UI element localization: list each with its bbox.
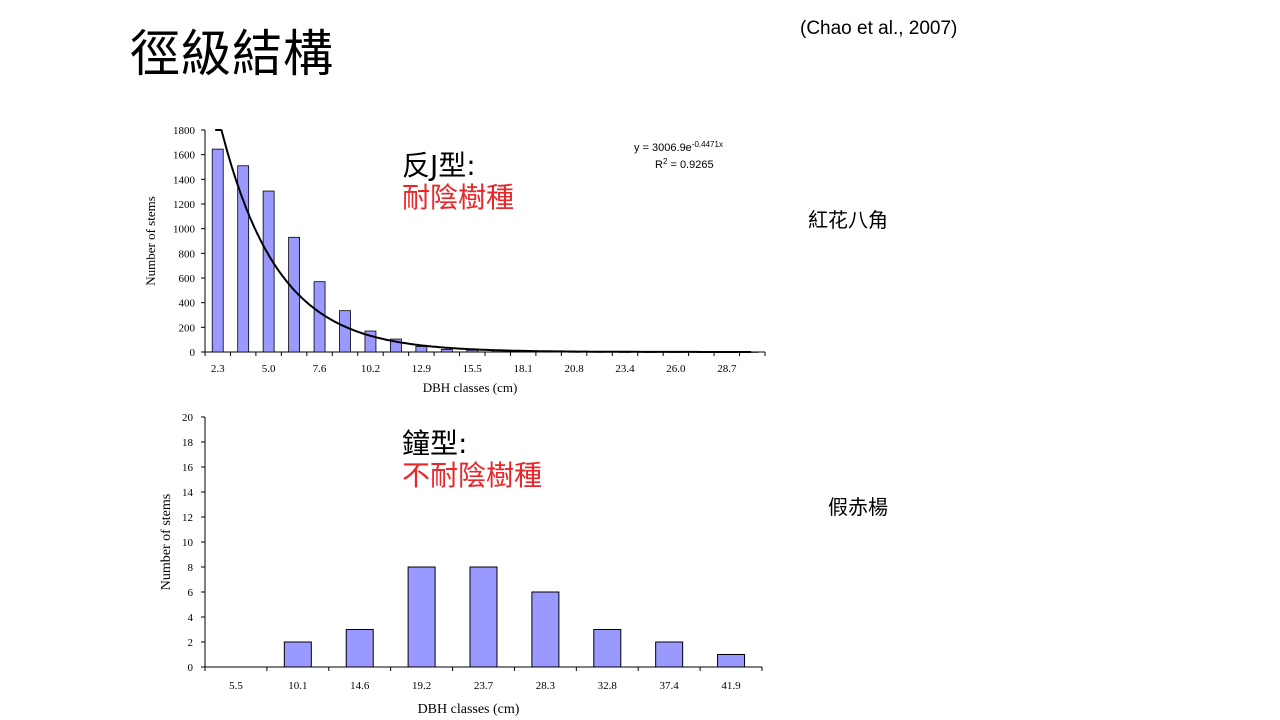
citation: (Chao et al., 2007) bbox=[800, 18, 958, 39]
y-tick-label: 12 bbox=[182, 512, 193, 524]
y-tick-label: 1200 bbox=[173, 199, 196, 211]
x-tick-label: 10.2 bbox=[361, 363, 380, 375]
bar bbox=[531, 591, 560, 668]
x-tick-label: 18.1 bbox=[514, 363, 533, 375]
shape-type-label: 鐘型: bbox=[402, 427, 468, 460]
bar bbox=[211, 148, 224, 353]
x-tick-label: 14.6 bbox=[350, 680, 370, 692]
y-tick-label: 10 bbox=[182, 537, 194, 549]
trendline-equation: y = 3006.9e-0.4471x bbox=[634, 140, 723, 154]
shape-type-label: 反J型: bbox=[402, 149, 476, 182]
y-tick-label: 6 bbox=[188, 587, 194, 599]
x-tick-label: 23.7 bbox=[474, 680, 494, 692]
x-tick-label: 19.2 bbox=[412, 680, 431, 692]
x-tick-label: 5.0 bbox=[262, 363, 276, 375]
y-tick-label: 800 bbox=[179, 248, 196, 260]
bar bbox=[313, 281, 326, 353]
y-tick-label: 200 bbox=[179, 322, 196, 334]
x-tick-label: 23.4 bbox=[615, 363, 635, 375]
x-axis-label: DBH classes (cm) bbox=[418, 702, 520, 717]
bar bbox=[655, 641, 684, 668]
tolerance-label: 耐陰樹種 bbox=[402, 181, 515, 215]
bar bbox=[339, 310, 351, 353]
bar bbox=[262, 190, 275, 353]
bar bbox=[407, 566, 436, 668]
shape-annotation-bottom: 鐘型: 不耐陰樹種 bbox=[402, 427, 543, 493]
y-tick-label: 2 bbox=[188, 637, 194, 649]
y-tick-label: 400 bbox=[179, 298, 196, 310]
x-tick-label: 26.0 bbox=[666, 363, 686, 375]
y-tick-label: 600 bbox=[179, 273, 196, 285]
y-tick-label: 14 bbox=[182, 487, 194, 499]
y-tick-label: 8 bbox=[188, 562, 194, 574]
y-axis-label: Number of stems bbox=[159, 494, 174, 590]
x-tick-label: 32.8 bbox=[598, 680, 618, 692]
bar bbox=[283, 641, 312, 668]
x-tick-label: 10.1 bbox=[288, 680, 307, 692]
x-tick-label: 37.4 bbox=[660, 680, 680, 692]
x-tick-label: 2.3 bbox=[211, 363, 225, 375]
bar bbox=[390, 338, 402, 353]
r-squared: R2 = 0.9265 bbox=[655, 157, 714, 171]
bar bbox=[364, 330, 377, 353]
y-tick-label: 1800 bbox=[173, 125, 196, 137]
species-label-bottom: 假赤楊 bbox=[828, 495, 888, 519]
bar bbox=[717, 654, 746, 668]
y-axis-label: Number of stems bbox=[143, 196, 158, 286]
bar bbox=[345, 629, 374, 668]
y-tick-label: 4 bbox=[188, 612, 194, 624]
y-tick-label: 1000 bbox=[173, 224, 196, 236]
y-tick-label: 20 bbox=[182, 412, 194, 424]
x-tick-label: 28.3 bbox=[536, 680, 556, 692]
y-tick-label: 16 bbox=[182, 462, 194, 474]
chart-bottom: 0 2 4 6 8 10 12 14 16 18 20 5.5 10.1 14.6 19.2 23.7 28.3… bbox=[159, 412, 763, 717]
shape-annotation-top: 反J型: 耐陰樹種 bbox=[402, 149, 515, 215]
y-tick-label: 0 bbox=[190, 347, 196, 359]
x-tick-label: 7.6 bbox=[313, 363, 327, 375]
x-axis-label: DBH classes (cm) bbox=[423, 380, 518, 395]
x-tick-label: 15.5 bbox=[463, 363, 483, 375]
slide-title: 徑級結構 bbox=[130, 25, 334, 83]
tolerance-label: 不耐陰樹種 bbox=[402, 459, 543, 493]
bar bbox=[237, 165, 250, 353]
y-tick-label: 0 bbox=[188, 662, 194, 674]
x-tick-label: 28.7 bbox=[717, 363, 737, 375]
x-tick-label: 5.5 bbox=[229, 680, 243, 692]
bar bbox=[415, 346, 428, 353]
bar bbox=[469, 566, 498, 668]
x-tick-label: 12.9 bbox=[412, 363, 432, 375]
y-tick-label: 18 bbox=[182, 437, 194, 449]
trendline bbox=[215, 129, 751, 353]
bar bbox=[440, 349, 453, 353]
chart-top: 0 200 400 600 800 1000 1200 1400 1600 1800 2.3 5.0 7… bbox=[143, 125, 766, 395]
species-label-top: 紅花八角 bbox=[808, 208, 888, 232]
bar bbox=[593, 629, 622, 668]
y-tick-label: 1600 bbox=[173, 150, 196, 162]
x-tick-label: 20.8 bbox=[564, 363, 584, 375]
y-tick-label: 1400 bbox=[173, 174, 196, 186]
x-tick-label: 41.9 bbox=[721, 680, 741, 692]
